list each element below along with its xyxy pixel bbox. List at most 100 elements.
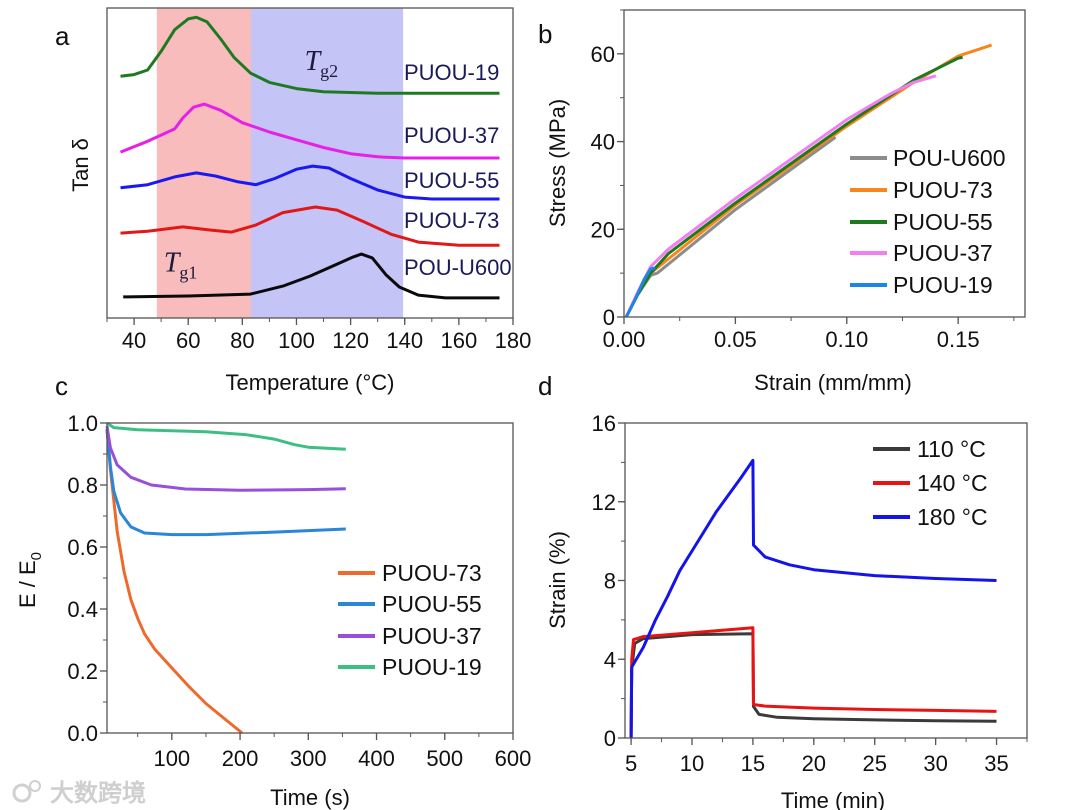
series-line-140-C bbox=[629, 626, 997, 739]
x-tick-label: 0.10 bbox=[825, 327, 868, 352]
shaded-band bbox=[250, 8, 404, 318]
y-axis-label: E / E0 bbox=[15, 552, 45, 608]
watermark-icon bbox=[29, 780, 41, 792]
y-axis-label-main: Tan δ bbox=[68, 138, 93, 192]
y-tick-label: 60 bbox=[591, 42, 615, 67]
legend-label: PUOU-55 bbox=[382, 591, 482, 617]
legend-label: PUOU-19 bbox=[382, 654, 482, 680]
series-annotation: PUOU-37 bbox=[404, 123, 499, 148]
x-axis-label: Temperature (°C) bbox=[226, 370, 395, 395]
series-line-PUOU-37 bbox=[105, 425, 346, 492]
y-axis-label-main: Strain (%) bbox=[545, 531, 570, 629]
panel-letter: d bbox=[538, 371, 552, 401]
x-axis-label: Strain (mm/mm) bbox=[754, 370, 912, 395]
legend: POU-U600 PUOU-73 PUOU-55 PUOU-37 PUOU-19 bbox=[850, 145, 1005, 298]
y-axis-label: Tan δ bbox=[68, 138, 93, 192]
x-tick-label: 0.15 bbox=[937, 327, 980, 352]
legend-label: PUOU-37 bbox=[382, 623, 482, 649]
band-label-main: T bbox=[164, 248, 182, 279]
panel-a: a 40 60 80 100 120 140 160 180 Temperature (°C) Ta… bbox=[55, 7, 532, 395]
x-tick-label: 140 bbox=[386, 328, 423, 353]
x-tick-label: 100 bbox=[278, 328, 315, 353]
x-tick-label: 100 bbox=[153, 746, 190, 771]
panel-letter: c bbox=[55, 371, 68, 401]
band-label-sub: g2 bbox=[320, 61, 338, 81]
series-line-PUOU-55 bbox=[105, 429, 346, 537]
y-tick-label: 4 bbox=[604, 647, 616, 672]
x-tick-label: 160 bbox=[441, 328, 478, 353]
series-annotation: POU-U600 bbox=[404, 255, 512, 280]
y-tick-label: 0 bbox=[603, 305, 615, 330]
x-tick-label: 300 bbox=[290, 746, 327, 771]
x-tick-label: 0.05 bbox=[714, 327, 757, 352]
x-tick-label: 200 bbox=[222, 746, 259, 771]
panel-letter: b bbox=[538, 19, 552, 49]
x-tick-label: 10 bbox=[680, 751, 704, 776]
x-tick-label: 600 bbox=[495, 746, 532, 771]
x-tick-label: 5 bbox=[625, 751, 637, 776]
panel-c: c 100 200 300 400 500 600 0.0 0.2 0.4 0.6 0.8 1.0 Tim… bbox=[15, 371, 531, 810]
legend-label: PUOU-19 bbox=[893, 272, 993, 298]
series-line-PUOU-73 bbox=[120, 205, 500, 247]
y-tick-label: 0.0 bbox=[67, 721, 98, 746]
panel-letter: a bbox=[55, 21, 70, 51]
series-line-POU-U600 bbox=[624, 135, 837, 318]
legend-label: PUOU-55 bbox=[893, 209, 993, 235]
x-tick-label: 120 bbox=[332, 328, 369, 353]
series-annotation: PUOU-55 bbox=[404, 168, 499, 193]
x-tick-label: 80 bbox=[230, 328, 254, 353]
panel-b: b 0.00 0.05 0.10 0.15 0 20 40 60 Strain (mm/mm) St… bbox=[538, 9, 1026, 395]
y-axis-label-sub: 0 bbox=[28, 552, 45, 560]
y-tick-label: 12 bbox=[592, 490, 616, 515]
y-tick-label: 20 bbox=[591, 217, 615, 242]
band-label: Tg2 bbox=[305, 46, 339, 81]
legend: PUOU-73 PUOU-55 PUOU-37 PUOU-19 bbox=[338, 560, 482, 680]
legend-label: 140 °C bbox=[917, 470, 988, 496]
legend-label: PUOU-73 bbox=[382, 560, 482, 586]
series-line-110-C bbox=[629, 632, 997, 739]
legend-label: PUOU-37 bbox=[893, 240, 993, 266]
y-axis-label-main: E / E bbox=[15, 560, 40, 608]
watermark-text: 大数跨境 bbox=[50, 779, 146, 807]
series-annotation: PUOU-19 bbox=[404, 60, 499, 85]
x-axis-label: Time (s) bbox=[270, 785, 350, 810]
x-tick-label: 500 bbox=[426, 746, 463, 771]
band-label: Tg1 bbox=[164, 248, 198, 283]
x-tick-label: 60 bbox=[176, 328, 200, 353]
x-tick-label: 15 bbox=[741, 751, 765, 776]
series-line-PUOU-19 bbox=[120, 15, 500, 95]
series-line-180-C bbox=[629, 458, 997, 739]
x-tick-label: 180 bbox=[495, 328, 532, 353]
y-tick-label: 40 bbox=[591, 130, 615, 155]
y-axis-label: Strain (%) bbox=[545, 531, 570, 629]
series-line-PUOU-55 bbox=[120, 164, 500, 201]
x-tick-label: 35 bbox=[984, 751, 1008, 776]
legend-label: 180 °C bbox=[917, 504, 988, 530]
y-tick-label: 0.2 bbox=[67, 659, 98, 684]
series-line-PUOU-37 bbox=[624, 74, 937, 318]
series-line-POU-U600 bbox=[123, 252, 500, 300]
watermark-logo: 大数跨境 bbox=[12, 779, 146, 807]
x-tick-label: 40 bbox=[122, 328, 146, 353]
series-annotation: PUOU-73 bbox=[404, 208, 499, 233]
x-tick-label: 20 bbox=[802, 751, 826, 776]
x-axis-label: Time (min) bbox=[781, 788, 885, 810]
y-tick-label: 0.4 bbox=[67, 597, 98, 622]
y-axis-label: Stress (MPa) bbox=[545, 99, 570, 227]
y-tick-label: 16 bbox=[592, 411, 616, 436]
x-tick-label: 30 bbox=[923, 751, 947, 776]
watermark-icon bbox=[12, 783, 32, 803]
band-label-sub: g1 bbox=[179, 263, 197, 283]
series-line-PUOU-73 bbox=[105, 429, 244, 735]
legend-label: PUOU-73 bbox=[893, 177, 993, 203]
y-tick-label: 8 bbox=[604, 569, 616, 594]
series-line-PUOU-37 bbox=[119, 102, 500, 160]
plot-frame bbox=[623, 9, 1026, 318]
y-tick-label: 0.6 bbox=[67, 535, 98, 560]
series-line-PUOU-19 bbox=[624, 266, 656, 318]
x-tick-label: 400 bbox=[358, 746, 395, 771]
y-tick-label: 1.0 bbox=[67, 411, 98, 436]
series-line-PUOU-19 bbox=[106, 421, 346, 451]
plot-frame bbox=[106, 7, 514, 319]
